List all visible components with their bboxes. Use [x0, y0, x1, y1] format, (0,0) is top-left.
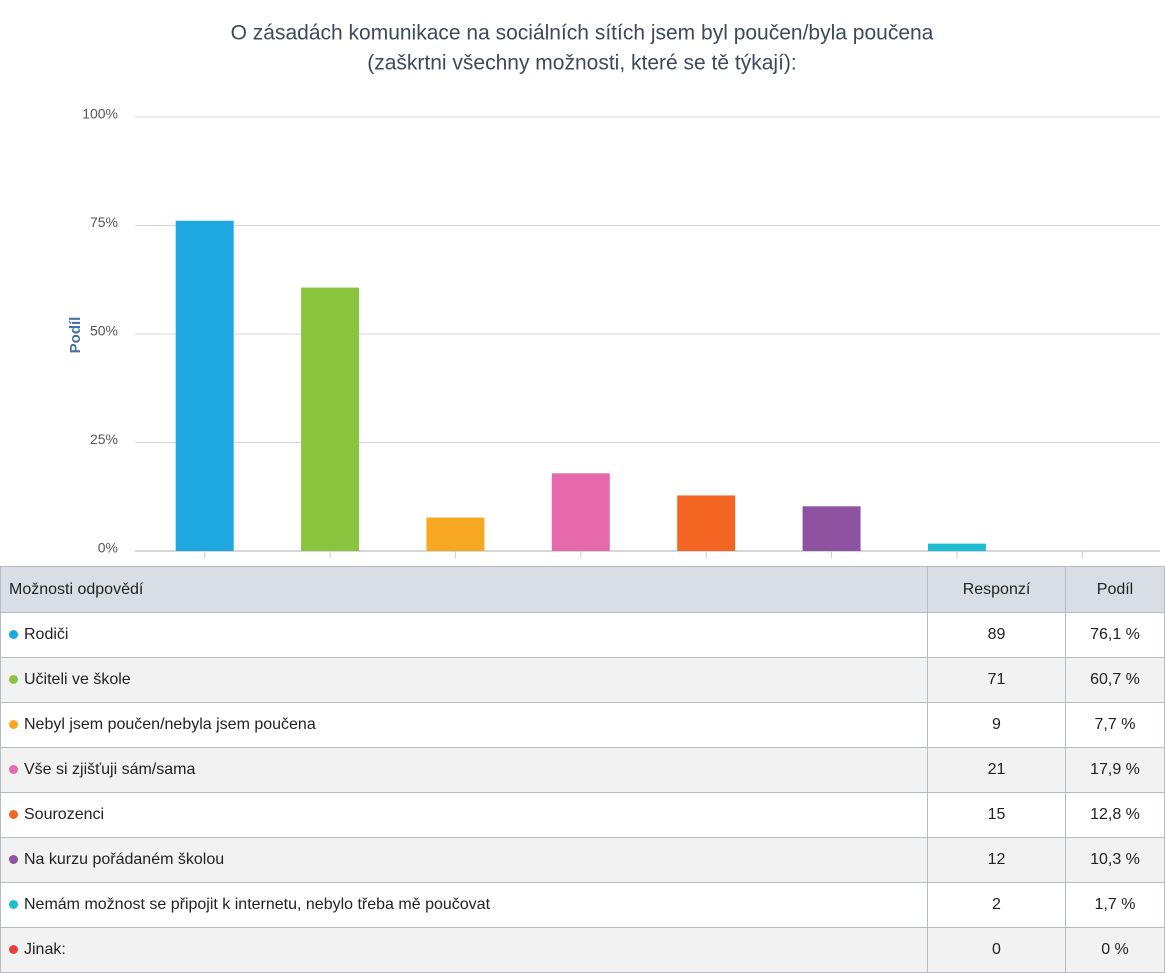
- cell-text: 76,1 %: [1090, 626, 1140, 643]
- table-row: Učiteli ve škole 71 60,7 %: [0, 657, 1165, 703]
- cell-text: 15: [987, 806, 1006, 823]
- table-cell: 2: [927, 882, 1066, 928]
- legend-dot: [9, 630, 18, 639]
- y-tick-label: 0%: [98, 540, 118, 556]
- y-tick-label: 75%: [90, 214, 118, 230]
- table-cell: 60,7 %: [1065, 657, 1165, 703]
- table-cell: Na kurzu pořádaném školou: [0, 837, 928, 883]
- cell-text: 2: [992, 896, 1001, 913]
- table-cell: 0 %: [1065, 927, 1165, 973]
- table: Možnosti odpovědí Responzí Podíl Rodiči 89 76…: [0, 566, 1165, 973]
- table-cell: Nebyl jsem poučen/nebyla jsem poučena: [0, 702, 928, 748]
- bar: [802, 506, 861, 551]
- table-cell: 89: [927, 612, 1066, 658]
- legend-dot: [9, 810, 18, 819]
- bar: [927, 543, 986, 551]
- table-cell: 12,8 %: [1065, 792, 1165, 838]
- y-tick-label: 100%: [82, 106, 118, 122]
- table-cell: 21: [927, 747, 1066, 793]
- table-cell: 76,1 %: [1065, 612, 1165, 658]
- cell-text: 21: [987, 761, 1006, 778]
- table-cell: 7,7 %: [1065, 702, 1165, 748]
- cell-text: Jinak:: [24, 941, 66, 958]
- cell-text: Nemám možnost se připojit k internetu, n…: [24, 896, 491, 913]
- table-cell: 10,3 %: [1065, 837, 1165, 883]
- table-cell: Rodiči: [0, 612, 928, 658]
- table-cell: Učiteli ve škole: [0, 657, 928, 703]
- y-tick-label: 50%: [90, 323, 118, 339]
- legend-dot: [9, 900, 18, 909]
- cell-text: 1,7 %: [1094, 896, 1136, 913]
- table-row: Vše si zjišťuji sám/sama 21 17,9 %: [0, 747, 1165, 793]
- cell-text: 12,8 %: [1090, 806, 1140, 823]
- cell-text: Možnosti odpovědí: [9, 580, 144, 598]
- y-tick-label: 25%: [90, 431, 118, 447]
- table-cell: 9: [927, 702, 1066, 748]
- legend-dot: [9, 855, 18, 864]
- bar: [426, 517, 485, 551]
- cell-text: 0: [992, 941, 1001, 958]
- cell-text: 12: [987, 851, 1006, 868]
- table-cell: 0: [927, 927, 1066, 973]
- chart: O zásadách komunikace na sociálních sítí…: [67, 22, 1160, 558]
- chart-title: O zásadách komunikace na sociálních sítí…: [231, 22, 934, 45]
- table-cell: Nemám možnost se připojit k internetu, n…: [0, 882, 928, 928]
- cell-text: 60,7 %: [1090, 671, 1140, 688]
- cell-text: 0 %: [1101, 941, 1129, 958]
- bar: [175, 220, 234, 551]
- cell-text: 9: [992, 716, 1001, 733]
- cell-text: Na kurzu pořádaném školou: [24, 851, 225, 868]
- table-row: Sourozenci 15 12,8 %: [0, 792, 1165, 838]
- table-cell: 12: [927, 837, 1066, 883]
- bar: [551, 473, 610, 551]
- legend-dot: [9, 945, 18, 954]
- table-cell: 1,7 %: [1065, 882, 1165, 928]
- table-row: Nebyl jsem poučen/nebyla jsem poučena 9 7,…: [0, 702, 1165, 748]
- bar: [301, 287, 360, 551]
- header-cell: Responzí: [927, 566, 1066, 613]
- cell-text: Nebyl jsem poučen/nebyla jsem poučena: [24, 716, 316, 733]
- chart-subtitle: (zaškrtni všechny možnosti, které se tě …: [367, 52, 796, 75]
- cell-text: Učiteli ve škole: [24, 671, 131, 688]
- cell-text: 89: [987, 626, 1006, 643]
- legend-dot: [9, 765, 18, 774]
- bar: [677, 495, 736, 551]
- cell-text: Responzí: [962, 580, 1031, 598]
- table-row: Na kurzu pořádaném školou 12 10,3 %: [0, 837, 1165, 883]
- cell-text: 10,3 %: [1090, 851, 1140, 868]
- cell-text: Vše si zjišťuji sám/sama: [24, 761, 196, 778]
- cell-text: 7,7 %: [1094, 716, 1136, 733]
- table-cell: Jinak:: [0, 927, 928, 973]
- cell-text: 17,9 %: [1090, 761, 1140, 778]
- header-cell: Podíl: [1065, 566, 1165, 613]
- table-header: Možnosti odpovědí Responzí Podíl: [0, 566, 1165, 613]
- table-row: Rodiči 89 76,1 %: [0, 612, 1165, 658]
- legend-dot: [9, 720, 18, 729]
- legend-dot: [9, 675, 18, 684]
- table-cell: 71: [927, 657, 1066, 703]
- table-cell: Vše si zjišťuji sám/sama: [0, 747, 928, 793]
- header-cell: Možnosti odpovědí: [0, 566, 928, 613]
- table-cell: Sourozenci: [0, 792, 928, 838]
- cell-text: 71: [987, 671, 1006, 688]
- table-row: Nemám možnost se připojit k internetu, n…: [0, 882, 1165, 928]
- cell-text: Rodiči: [24, 626, 69, 643]
- table-cell: 15: [927, 792, 1066, 838]
- table-cell: 17,9 %: [1065, 747, 1165, 793]
- cell-text: Sourozenci: [24, 806, 105, 823]
- cell-text: Podíl: [1096, 580, 1134, 598]
- table-row: Jinak: 0 0 %: [0, 927, 1165, 973]
- y-axis-label: Podíl: [67, 317, 84, 354]
